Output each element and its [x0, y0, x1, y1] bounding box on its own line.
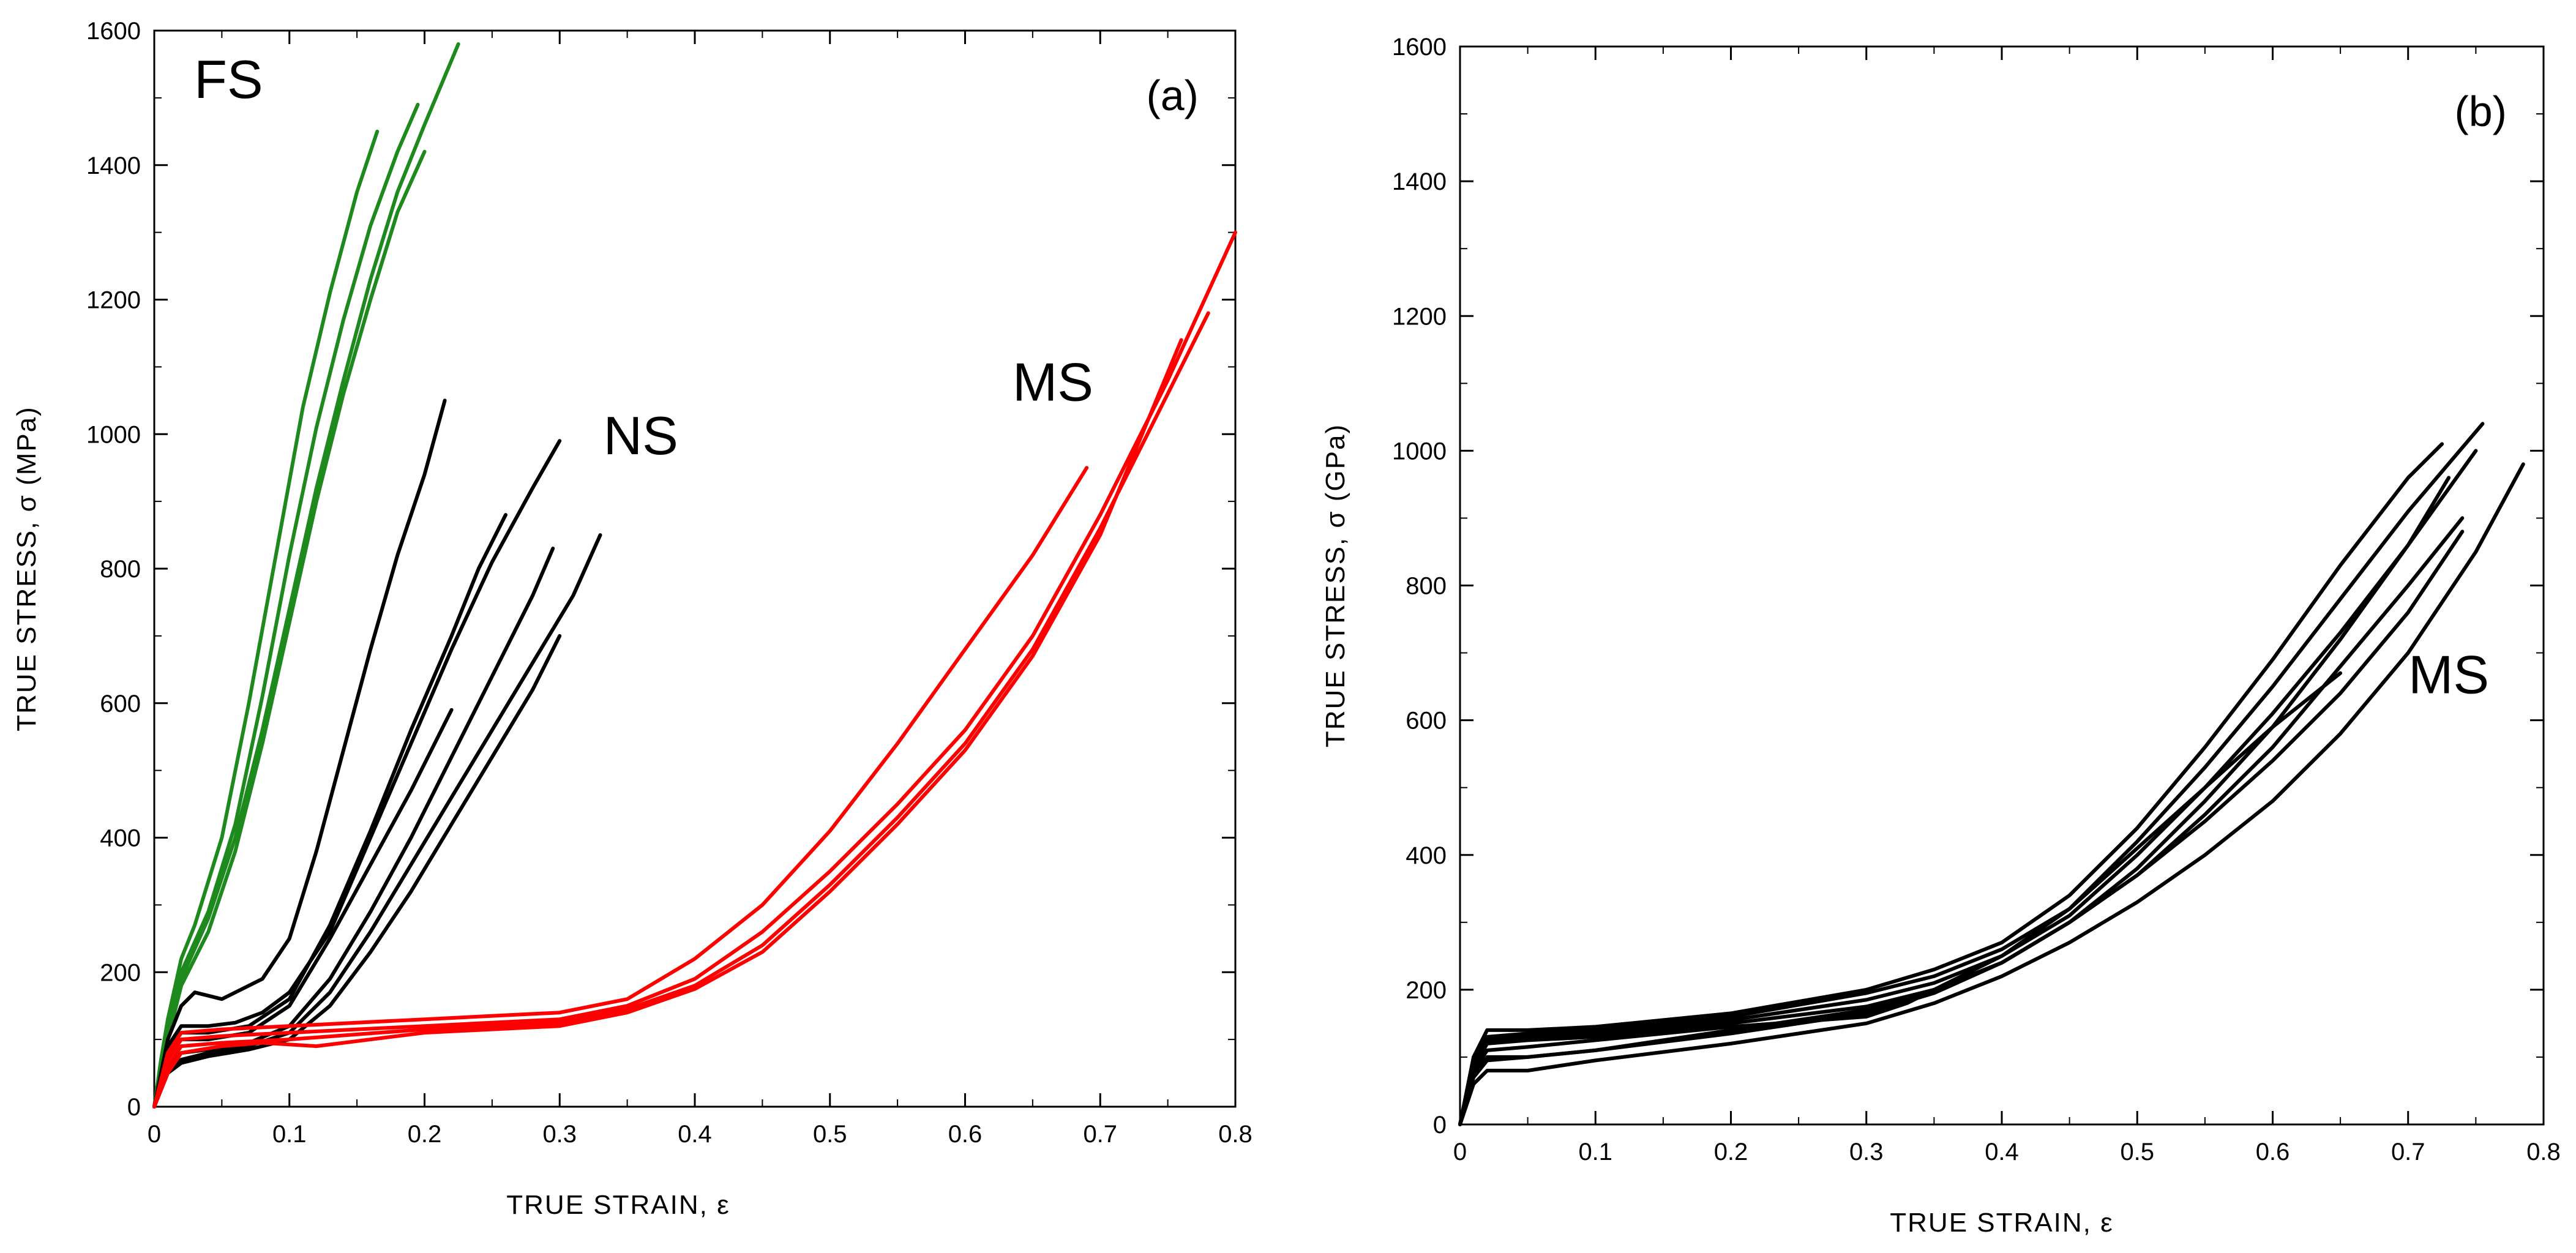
x-tick-label: 0.4 — [678, 1121, 712, 1148]
y-axis-label: TRUE STRESS, σ (MPa) — [12, 406, 42, 731]
series-ns-6 — [152, 533, 602, 1109]
series-ms-1 — [1458, 442, 2444, 1126]
y-tick-label: 400 — [1406, 842, 1447, 869]
y-tick-label: 1400 — [86, 152, 141, 179]
group-label-fs: FS — [194, 49, 263, 110]
x-axis-label: TRUE STRAIN, ε — [1890, 1208, 2113, 1238]
x-tick-label: 0.6 — [2256, 1139, 2290, 1165]
series-ms-6 — [1458, 671, 2343, 1126]
series-ms-4 — [152, 338, 1183, 1109]
y-axis-label: TRUE STRESS, σ (GPa) — [1320, 424, 1350, 747]
y-tick-label: 1200 — [1392, 303, 1447, 330]
y-tick-label: 600 — [1406, 708, 1447, 735]
series-ms-2 — [1458, 422, 2485, 1126]
y-tick-label: 800 — [1406, 573, 1447, 600]
y-tick-label: 1400 — [1392, 168, 1447, 195]
x-tick-label: 0.2 — [408, 1121, 442, 1148]
x-tick-label: 0.1 — [272, 1121, 307, 1148]
x-tick-label: 0.3 — [542, 1121, 577, 1148]
series-fs-4 — [152, 149, 427, 1109]
series-ns-2 — [152, 439, 562, 1109]
y-tick-label: 400 — [100, 825, 141, 852]
group-label-ms: MS — [2408, 645, 2489, 705]
y-tick-label: 800 — [100, 556, 141, 583]
series-ms-3 — [152, 311, 1210, 1109]
x-tick-label: 0.3 — [1849, 1139, 1884, 1165]
y-tick-label: 1000 — [1392, 438, 1447, 465]
x-tick-label: 0.8 — [1218, 1121, 1252, 1148]
chart-panel-1: 0 0.1 0.2 0.3 0.4 0.5 0.6 0.7 0.8 0 200 400 600 800 10… — [12, 18, 1252, 1220]
x-tick-label: 0.7 — [1083, 1121, 1117, 1148]
series-ns-1 — [152, 398, 447, 1109]
series-ms-2 — [152, 230, 1237, 1109]
y-tick-label: 1600 — [1392, 34, 1447, 61]
series-ms-3 — [1458, 449, 2478, 1126]
panel-label: (b) — [2454, 88, 2507, 135]
y-tick-label: 200 — [100, 959, 141, 986]
x-tick-label: 0.5 — [2120, 1139, 2154, 1165]
x-tick-label: 0.5 — [813, 1121, 847, 1148]
x-tick-label: 0 — [1453, 1139, 1467, 1165]
x-tick-label: 0.7 — [2391, 1139, 2425, 1165]
panel-label: (a) — [1146, 72, 1199, 119]
plot-frame — [153, 29, 1237, 1108]
chart-panel-2: 0 0.1 0.2 0.3 0.4 0.5 0.6 0.7 0.8 0 200 400 600 800 10… — [1320, 34, 2561, 1238]
y-tick-label: 1600 — [86, 18, 141, 45]
y-tick-label: 200 — [1406, 977, 1447, 1004]
series-ms-7 — [1458, 462, 2525, 1126]
series-ns-7 — [152, 634, 562, 1109]
series-ms-1 — [152, 466, 1089, 1109]
y-tick-label: 0 — [127, 1094, 141, 1121]
x-tick-label: 0.4 — [1985, 1139, 2019, 1165]
series-ms-8 — [1458, 529, 2465, 1126]
x-tick-label: 0.8 — [2526, 1139, 2561, 1165]
x-tick-label: 0.2 — [1714, 1139, 1748, 1165]
x-axis-label: TRUE STRAIN, ε — [506, 1190, 730, 1220]
x-tick-label: 0.1 — [1578, 1139, 1612, 1165]
x-tick-label: 0 — [148, 1121, 161, 1148]
y-tick-label: 1200 — [86, 287, 141, 314]
y-tick-label: 0 — [1433, 1112, 1447, 1139]
group-label-ns: NS — [604, 405, 678, 466]
y-tick-label: 1000 — [86, 421, 141, 448]
x-tick-label: 0.6 — [948, 1121, 983, 1148]
y-tick-label: 600 — [100, 690, 141, 717]
group-label-ms: MS — [1013, 351, 1093, 412]
